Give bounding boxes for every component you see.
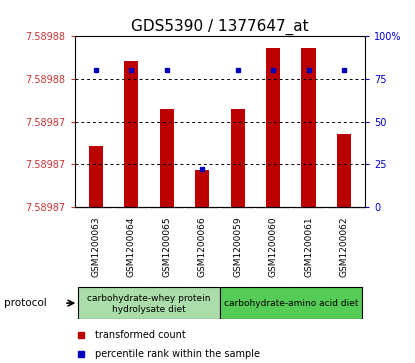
Bar <box>89 146 103 207</box>
FancyBboxPatch shape <box>220 287 361 319</box>
Bar <box>124 61 139 207</box>
Text: GSM1200065: GSM1200065 <box>162 216 171 277</box>
Text: percentile rank within the sample: percentile rank within the sample <box>95 349 260 359</box>
Bar <box>195 170 209 207</box>
Text: protocol: protocol <box>4 298 47 308</box>
Text: GSM1200064: GSM1200064 <box>127 217 136 277</box>
Text: GSM1200061: GSM1200061 <box>304 216 313 277</box>
Bar <box>266 49 280 207</box>
Bar <box>231 109 245 207</box>
Bar <box>337 134 351 207</box>
FancyBboxPatch shape <box>78 287 220 319</box>
Text: GSM1200059: GSM1200059 <box>233 216 242 277</box>
Text: carbohydrate-amino acid diet: carbohydrate-amino acid diet <box>224 299 358 307</box>
Bar <box>160 109 174 207</box>
Text: GSM1200060: GSM1200060 <box>269 216 278 277</box>
Text: carbohydrate-whey protein: carbohydrate-whey protein <box>87 294 211 303</box>
Text: transformed count: transformed count <box>95 330 186 340</box>
Bar <box>301 49 315 207</box>
Text: hydrolysate diet: hydrolysate diet <box>112 305 186 314</box>
Text: GSM1200063: GSM1200063 <box>91 216 100 277</box>
Title: GDS5390 / 1377647_at: GDS5390 / 1377647_at <box>131 19 309 35</box>
Text: GSM1200066: GSM1200066 <box>198 216 207 277</box>
Text: GSM1200062: GSM1200062 <box>339 217 349 277</box>
